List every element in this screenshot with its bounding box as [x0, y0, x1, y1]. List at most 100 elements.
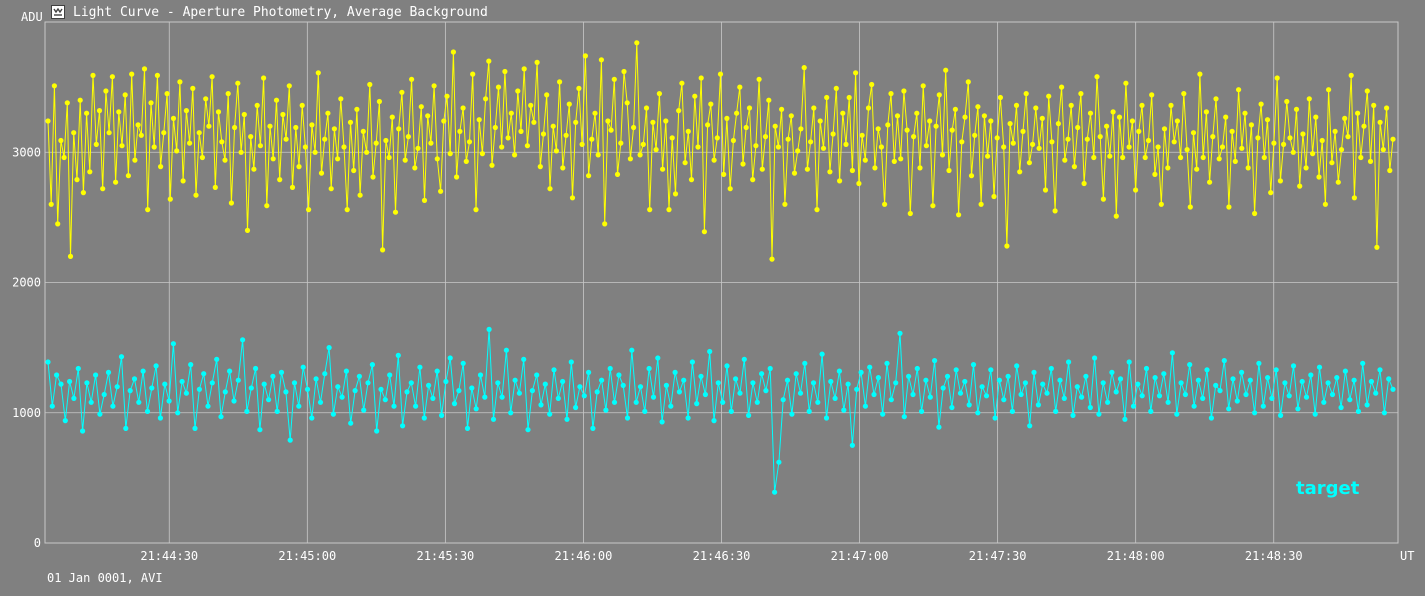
data-point — [261, 75, 267, 81]
data-point — [244, 227, 251, 233]
data-point — [1242, 110, 1248, 116]
data-point — [192, 425, 198, 431]
data-point — [505, 135, 511, 141]
data-point — [1204, 367, 1210, 373]
data-point — [232, 124, 238, 131]
data-point — [985, 153, 991, 159]
data-point — [705, 122, 711, 128]
data-point — [196, 386, 202, 392]
data-point — [1316, 174, 1322, 180]
data-point — [1335, 179, 1341, 185]
data-point — [529, 388, 536, 394]
data-point — [1007, 121, 1013, 127]
data-point — [992, 415, 998, 421]
data-point — [759, 166, 765, 172]
data-point — [495, 84, 502, 90]
data-point — [1052, 208, 1058, 214]
data-point — [1018, 391, 1024, 398]
data-point — [808, 139, 814, 145]
data-point — [1001, 144, 1007, 150]
data-point — [676, 389, 683, 395]
data-point — [833, 85, 839, 91]
data-point — [1351, 195, 1357, 201]
data-point — [1308, 372, 1314, 378]
x-tick-label: 21:46:00 — [555, 549, 613, 563]
data-point — [348, 420, 354, 426]
data-point — [1014, 363, 1020, 369]
data-point — [668, 403, 674, 409]
data-point — [109, 74, 115, 80]
data-point — [560, 165, 566, 171]
data-point — [1265, 375, 1271, 381]
data-point — [174, 148, 180, 154]
data-point — [196, 130, 202, 136]
data-point — [1139, 102, 1145, 108]
data-point — [1059, 84, 1065, 90]
data-point — [209, 380, 215, 386]
legend-label-target: target — [1296, 478, 1360, 499]
data-point — [1171, 139, 1177, 145]
data-point — [87, 169, 93, 175]
x-axis-label: UT — [1400, 549, 1414, 563]
data-point — [1040, 381, 1046, 387]
data-point — [1083, 373, 1089, 379]
data-point — [67, 253, 74, 259]
data-point — [183, 390, 189, 396]
data-point — [96, 108, 103, 114]
data-point — [659, 419, 665, 425]
window-title: Light Curve - Aperture Photometry, Avera… — [73, 4, 488, 20]
data-point — [339, 394, 345, 400]
data-point — [590, 425, 596, 431]
data-point — [1174, 118, 1180, 124]
data-point — [724, 363, 730, 369]
data-point — [717, 71, 724, 77]
data-point — [1277, 178, 1283, 184]
data-point — [643, 105, 650, 111]
data-point — [118, 354, 125, 360]
data-point — [741, 356, 747, 362]
data-point — [1145, 137, 1152, 144]
data-point — [428, 140, 434, 146]
data-point — [1329, 391, 1336, 398]
data-point — [495, 380, 501, 386]
data-point — [312, 149, 318, 155]
data-point — [123, 425, 129, 431]
data-point — [360, 128, 366, 134]
data-point — [1178, 154, 1184, 161]
data-point — [58, 381, 64, 387]
data-point — [1247, 377, 1253, 383]
data-point — [1030, 141, 1036, 147]
data-point — [672, 191, 679, 197]
data-point — [1252, 410, 1258, 416]
data-point — [983, 393, 990, 399]
data-point — [170, 341, 176, 347]
data-point — [439, 412, 445, 418]
data-point — [746, 412, 752, 418]
data-point — [1190, 130, 1197, 136]
data-point — [153, 363, 159, 369]
data-point — [633, 399, 639, 405]
data-point — [557, 79, 563, 85]
data-point — [299, 102, 305, 108]
data-point — [201, 371, 207, 377]
data-point — [161, 130, 167, 136]
data-point — [84, 110, 90, 116]
data-point — [344, 207, 350, 213]
data-point — [1065, 136, 1071, 142]
data-point — [817, 118, 823, 124]
data-point — [499, 394, 505, 400]
data-point — [322, 136, 328, 142]
data-point — [521, 356, 527, 362]
data-point — [702, 391, 709, 398]
data-point — [1348, 72, 1354, 78]
data-point — [93, 141, 99, 147]
data-point — [1386, 376, 1392, 382]
data-point — [1039, 115, 1045, 121]
data-point — [914, 365, 920, 372]
data-point — [74, 177, 80, 183]
data-point — [1252, 210, 1258, 217]
data-point — [917, 165, 923, 171]
data-point — [1100, 196, 1106, 202]
